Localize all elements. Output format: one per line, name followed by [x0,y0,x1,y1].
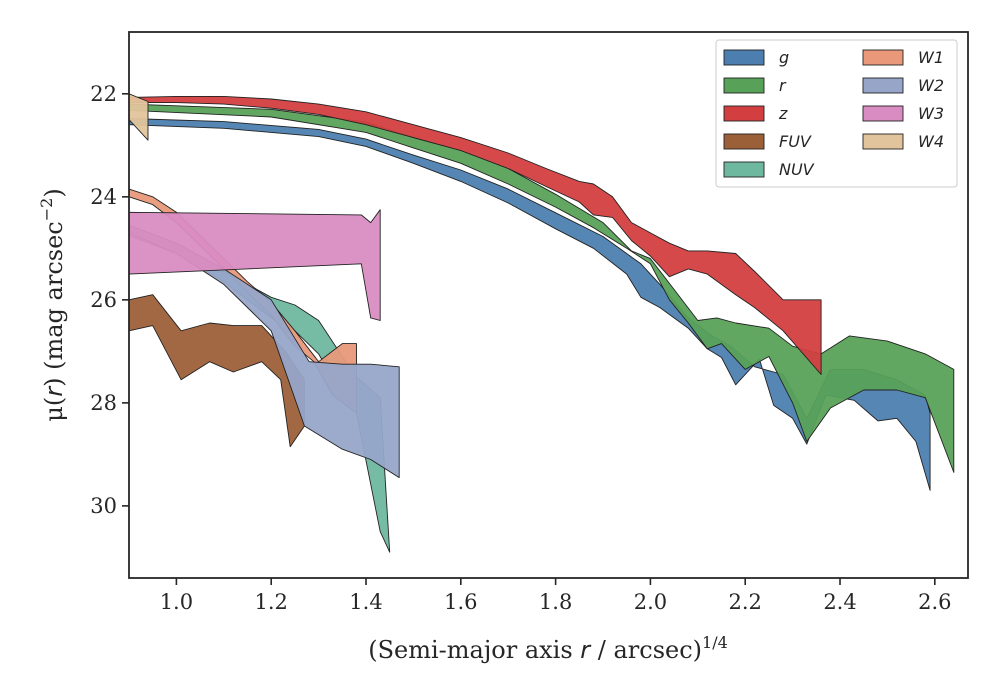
legend-swatch-r [723,77,765,94]
legend-label-w4: W4 [918,132,944,151]
y-axis-title: μ(r) (mag arcsec−2) [37,188,68,421]
x-tick-label: 1.2 [255,590,288,614]
y-tick-label: 22 [90,82,117,106]
legend-label-g: g [779,48,789,67]
x-tick-label: 2.6 [918,590,951,614]
y-tick-label: 30 [90,494,117,518]
band-w3 [128,209,381,321]
x-tick-label: 2.0 [634,590,667,614]
legend-label-w3: W3 [918,104,944,123]
legend-swatch-w2 [862,77,904,94]
legend-label-w1: W1 [918,48,944,67]
legend-swatch-g [723,49,765,66]
band-fuv [128,294,305,448]
legend-label-r: r [779,76,787,95]
legend: grz FUV NUV W1 W2 W3 W4 [715,39,958,188]
legend-frame [715,39,958,188]
band-r [128,103,955,473]
legend-swatch-z [723,105,765,122]
legend-label-z: z [778,104,788,123]
x-tick-label: 1.8 [539,590,572,614]
band-w2 [128,224,400,479]
legend-swatch-fuv [723,133,765,150]
legend-label-w2: W2 [918,76,944,95]
band-w4 [128,93,149,141]
legend-label-nuv: NUV [779,160,815,179]
legend-swatch-nuv [723,161,765,178]
y-tick-label: 26 [90,288,117,312]
x-tick-label: 2.2 [729,590,762,614]
x-axis-ticks: 1.0 1.2 1.4 1.6 1.8 2.0 2.2 2.4 2.6 [160,578,952,614]
band-z [128,95,822,375]
legend-swatch-w1 [862,49,904,66]
x-tick-label: 1.6 [444,590,477,614]
x-tick-label: 1.0 [160,590,193,614]
legend-swatch-w4 [862,133,904,150]
legend-label-fuv: FUV [779,132,812,151]
legend-swatch-w3 [862,105,904,122]
x-tick-label: 1.4 [349,590,382,614]
band-g [128,118,931,491]
x-tick-label: 2.4 [823,590,856,614]
y-axis-ticks: 22 24 26 28 30 [90,82,129,518]
plot-frame [128,31,969,579]
y-tick-label: 24 [90,185,117,209]
y-tick-label: 28 [90,391,117,415]
series-bands [128,93,955,553]
x-axis-title: (Semi-major axis r / arcsec)1/4 [368,633,728,664]
